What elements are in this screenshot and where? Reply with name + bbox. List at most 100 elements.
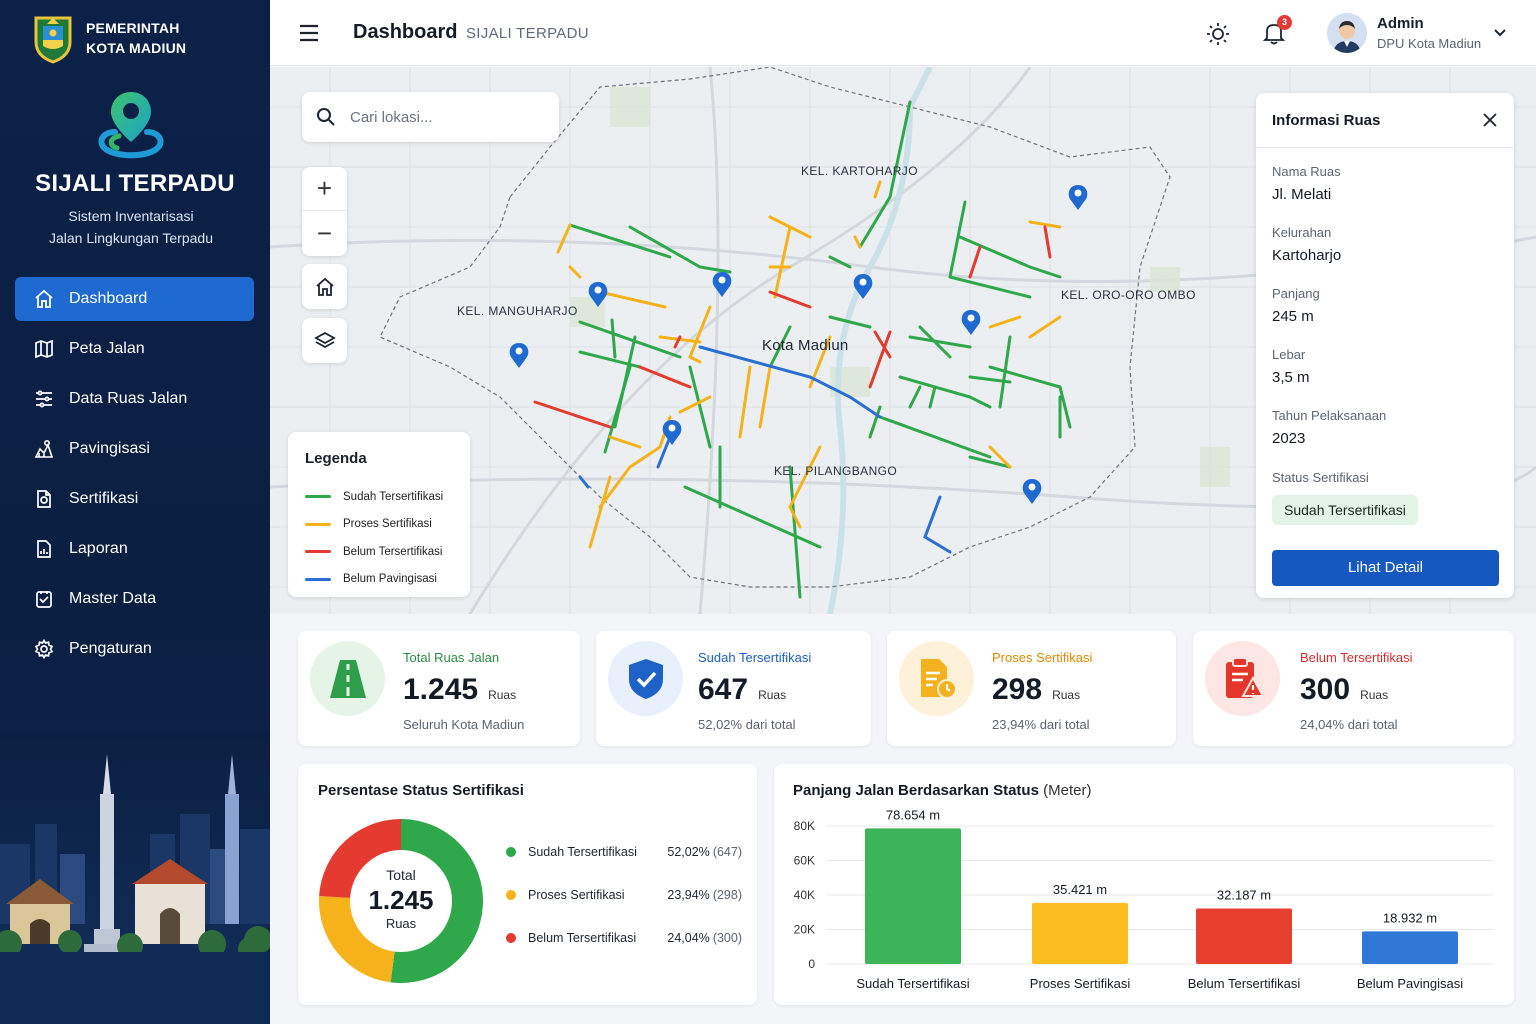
stat-title: Sudah Tersertifikasi	[698, 650, 812, 665]
field-value: Jl. Melati	[1272, 186, 1332, 203]
x-category-label: Sudah Tersertifikasi	[856, 976, 969, 991]
sidebar-item-pengaturan[interactable]: Pengaturan	[15, 627, 254, 671]
legend-label: Proses Sertifikasi	[528, 888, 625, 902]
sidebar-item-sertifikasi[interactable]: Sertifikasi	[15, 477, 254, 521]
donut-legend-proses: Proses Sertifikasi 23,94% (298)	[506, 888, 742, 902]
government-header: PEMERINTAH KOTA MADIUN	[32, 12, 186, 64]
legend-item-belum: Belum Tersertifikasi	[305, 538, 453, 566]
bar-1	[865, 828, 961, 964]
zoom-out-button[interactable]: −	[316, 217, 333, 248]
field-kelurahan: Kelurahan Kartoharjo	[1256, 225, 1341, 264]
field-label: Status Sertifikasi	[1272, 470, 1369, 485]
sidebar: PEMERINTAH KOTA MADIUN SIJALI TERPADU Si…	[0, 0, 270, 1024]
shield-check-icon	[608, 641, 683, 716]
chevron-down-icon[interactable]	[1492, 26, 1508, 40]
lihat-detail-button[interactable]: Lihat Detail	[1272, 550, 1499, 586]
road-map[interactable]: KEL. KARTOHARJO KEL. MANGUHARJO KEL. ORO…	[270, 67, 1536, 614]
field-value: Kartoharjo	[1272, 247, 1342, 264]
user-name: Admin	[1377, 15, 1424, 32]
legend-count: (300)	[712, 931, 742, 945]
stat-number: 647	[698, 673, 749, 706]
legend-count: (647)	[712, 845, 742, 859]
field-nama-ruas: Nama Ruas Jl. Melati	[1256, 164, 1341, 203]
legend-title: Legenda	[305, 450, 367, 467]
donut-title: Persentase Status Sertifikasi	[318, 782, 524, 799]
user-organization: DPU Kota Madiun	[1377, 36, 1482, 51]
legend-label: Proses Sertifikasi	[343, 518, 432, 531]
legend-label: Belum Pavingisasi	[343, 573, 437, 586]
field-value: 3,5 m	[1272, 369, 1310, 386]
map-home-button[interactable]	[302, 264, 347, 309]
y-tick-label: 60K	[794, 854, 815, 868]
field-tahun: Tahun Pelaksanaan 2023	[1256, 408, 1386, 447]
master-data-icon	[33, 588, 55, 610]
sidebar-item-master-data[interactable]: Master Data	[15, 577, 254, 621]
map-layers-button[interactable]	[302, 318, 347, 363]
status-badge: Sudah Tersertifikasi	[1272, 495, 1418, 525]
stat-desc: 23,94% dari total	[992, 717, 1090, 732]
home-icon	[315, 277, 334, 296]
sidebar-item-label: Data Ruas Jalan	[69, 390, 188, 407]
zoom-control: + −	[302, 167, 347, 256]
legend-swatch	[305, 550, 331, 554]
avatar[interactable]	[1327, 13, 1367, 53]
certificate-icon	[33, 488, 55, 510]
map-label-manguharjo: KEL. MANGUHARJO	[457, 304, 578, 318]
gov-line-1: PEMERINTAH	[86, 20, 180, 36]
x-category-label: Belum Pavingisasi	[1357, 976, 1463, 991]
sidebar-item-data-ruas-jalan[interactable]: Data Ruas Jalan	[15, 377, 254, 421]
legend-percent: 24,04%	[667, 931, 710, 945]
stat-desc: Seluruh Kota Madiun	[403, 717, 525, 732]
sidebar-item-pavingisasi[interactable]: Pavingisasi	[15, 427, 254, 471]
stat-unit: Ruas	[1052, 688, 1081, 702]
sidebar-item-laporan[interactable]: Laporan	[15, 527, 254, 571]
stat-title: Total Ruas Jalan	[403, 650, 500, 665]
notification-badge: 3	[1277, 15, 1292, 30]
map-label-kartoharjo: KEL. KARTOHARJO	[801, 164, 918, 178]
sidebar-item-peta-jalan[interactable]: Peta Jalan	[15, 327, 254, 371]
legend-dot	[506, 933, 516, 943]
field-value: 245 m	[1272, 308, 1314, 325]
bar-2	[1032, 902, 1128, 964]
bar-value-label: 35.421 m	[1053, 882, 1107, 897]
road-length-chart-card: Panjang Jalan Berdasarkan Status (Meter)…	[774, 764, 1514, 1005]
legend-dot	[506, 847, 516, 857]
search-icon	[317, 108, 335, 126]
map-label-oro-oro-ombo: KEL. ORO-ORO OMBO	[1061, 288, 1196, 302]
legend-item-sudah: Sudah Tersertifikasi	[305, 483, 453, 511]
donut-center-label: Total	[386, 867, 416, 883]
legend-count: (298)	[712, 888, 742, 902]
field-label: Kelurahan	[1272, 225, 1332, 240]
legend-label: Belum Tersertifikasi	[343, 545, 443, 558]
legend-dot	[506, 890, 516, 900]
sidebar-item-label: Pengaturan	[69, 640, 152, 657]
stat-number: 300	[1300, 673, 1351, 706]
notification-bell-icon[interactable]	[1260, 19, 1288, 47]
location-search[interactable]	[302, 92, 559, 142]
legend-item-proses: Proses Sertifikasi	[305, 511, 453, 539]
zoom-in-button[interactable]: +	[302, 167, 347, 211]
field-lebar: Lebar 3,5 m	[1256, 347, 1310, 386]
field-label: Panjang	[1272, 286, 1320, 301]
legend-percent: 23,94%	[667, 888, 710, 902]
close-icon[interactable]	[1482, 112, 1498, 128]
field-panjang: Panjang 245 m	[1256, 286, 1320, 325]
road-info-panel: Informasi Ruas Nama Ruas Jl. Melati Kelu…	[1256, 93, 1514, 598]
field-label: Lebar	[1272, 347, 1306, 362]
y-tick-label: 40K	[794, 888, 815, 902]
search-input[interactable]	[350, 108, 540, 126]
page-title: Dashboard	[353, 21, 458, 43]
legend-item-belum-paving: Belum Pavingisasi	[305, 566, 453, 594]
stat-value: 298 Ruas	[992, 673, 1080, 707]
map-legend: Legenda Sudah Tersertifikasi Proses Sert…	[288, 432, 470, 597]
info-panel-title: Informasi Ruas	[1272, 111, 1381, 129]
sidebar-item-dashboard[interactable]: Dashboard	[15, 277, 254, 321]
stat-desc: 52,02% dari total	[698, 717, 796, 732]
donut-legend-belum: Belum Tersertifikasi 24,04% (300)	[506, 931, 742, 945]
gov-line-2: KOTA MADIUN	[86, 40, 187, 56]
theme-toggle-sun-icon[interactable]	[1205, 21, 1231, 47]
brand-subtitle: Sistem Inventarisasi Jalan Lingkungan Te…	[0, 205, 262, 249]
stat-unit: Ruas	[1360, 688, 1389, 702]
bar-4	[1362, 931, 1458, 964]
menu-icon[interactable]	[298, 22, 320, 44]
